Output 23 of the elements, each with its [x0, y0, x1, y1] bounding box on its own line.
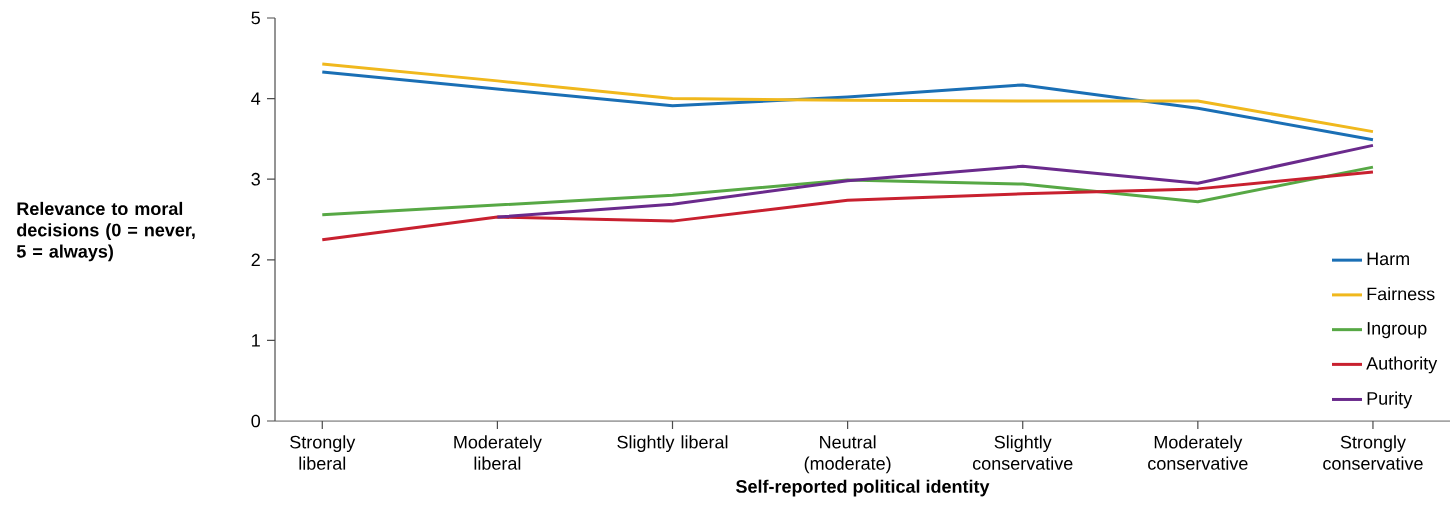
x-tick-label: Moderately conservative: [1148, 435, 1248, 470]
x-tick-label: Slightly liberal: [617, 435, 728, 453]
line-series: [320, 62, 1375, 134]
y-tick-label: 3: [251, 172, 260, 186]
x-axis-title: Self-reported political identity: [736, 479, 990, 497]
y-tick-label: 5: [251, 11, 260, 25]
line-series: [495, 143, 1375, 219]
y-axis-title: Relevance to moral decisions (0 = never, 5 = always): [16, 201, 195, 262]
x-tick-label: Moderately liberal: [454, 435, 542, 470]
legend-label: Authority: [1366, 356, 1438, 374]
legend-label: Fairness: [1367, 287, 1435, 301]
legend-label: Harm: [1367, 252, 1409, 266]
y-tick-label: 1: [252, 334, 260, 347]
legend-label: Ingroup: [1367, 322, 1427, 339]
x-tick-label: Strongly liberal: [290, 435, 356, 470]
x-tick-label: Neutral (moderate): [804, 435, 891, 474]
x-tick-label: Slightly conservative: [972, 435, 1073, 470]
line-series: [320, 170, 1375, 242]
y-tick-label: 2: [251, 253, 260, 267]
y-tick-label: 0: [251, 414, 261, 428]
y-tick-label: 4: [251, 92, 261, 105]
x-tick-label: Strongly conservative: [1323, 435, 1423, 470]
legend-label: Purity: [1367, 391, 1413, 409]
